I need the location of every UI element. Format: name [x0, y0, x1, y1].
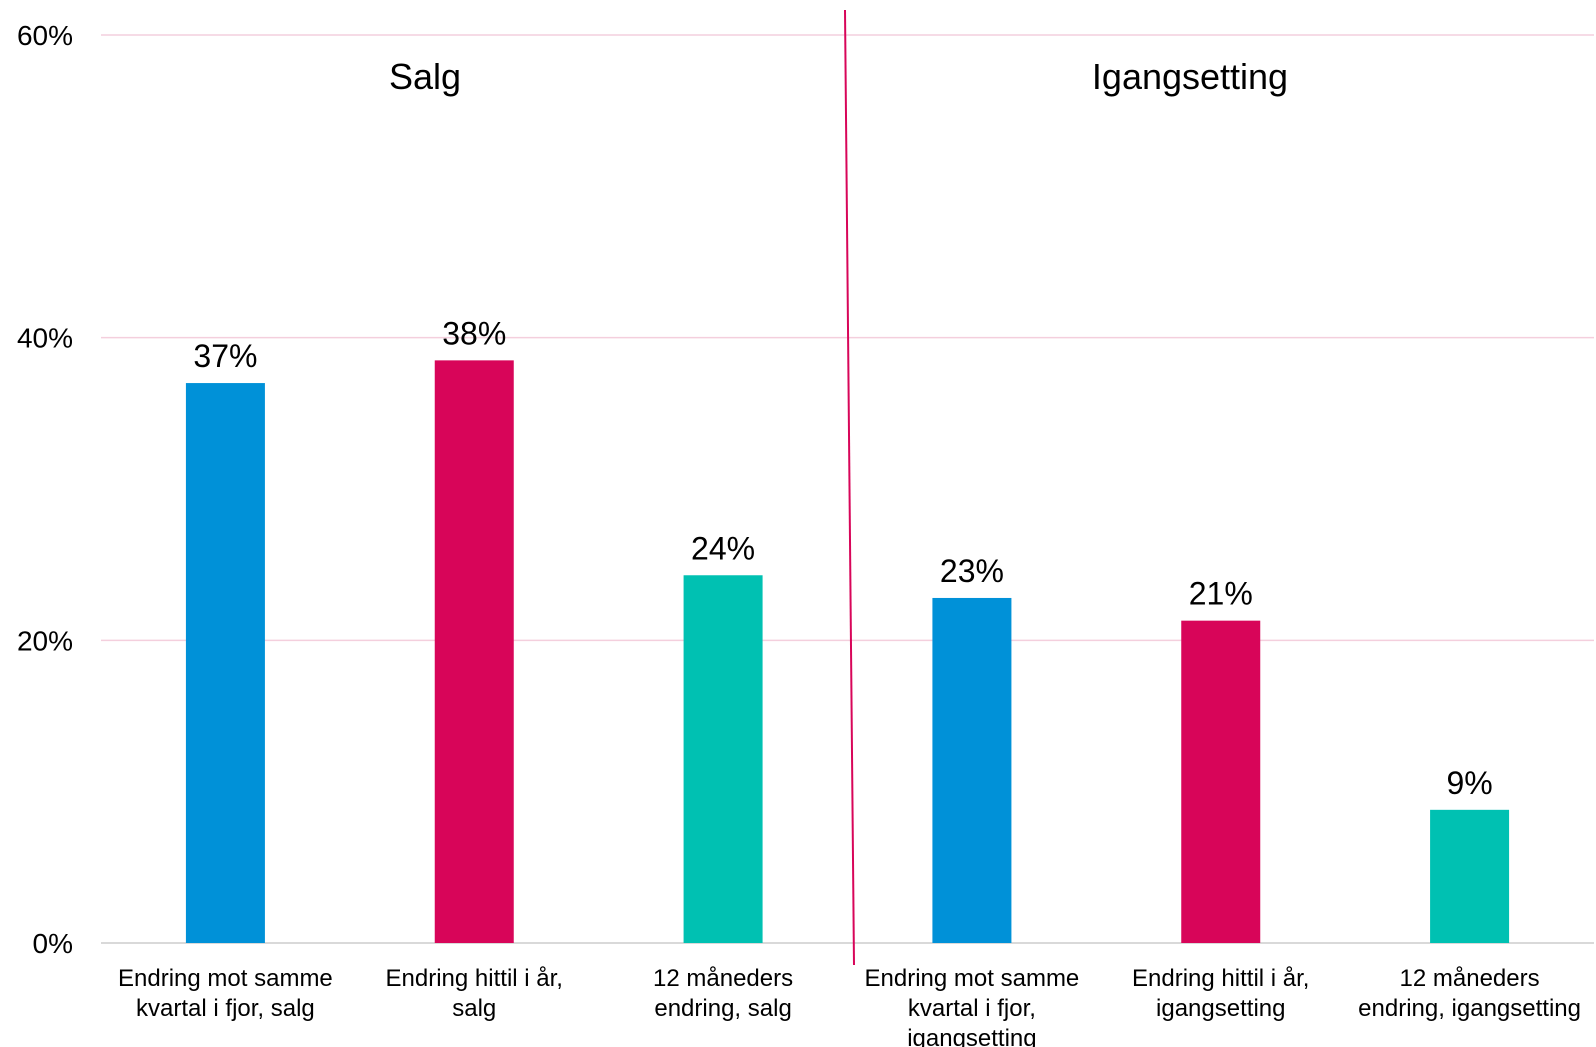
x-tick-label: Endring hittil i år, [1132, 965, 1309, 992]
x-tick-label: igangsetting [1156, 995, 1285, 1022]
bar [1430, 809, 1510, 943]
x-tick-label: kvartal i fjor, [908, 995, 1036, 1022]
bar [1181, 620, 1261, 943]
y-tick-label: 60% [17, 20, 73, 51]
data-label: 37% [193, 338, 257, 374]
data-label: 38% [442, 315, 506, 351]
y-tick-label: 20% [17, 625, 73, 656]
x-tick-label: 12 måneders [1400, 965, 1540, 992]
group-divider [844, 9, 855, 966]
y-axis-tick-labels: 0% 20% 40% 60% [17, 20, 73, 959]
value-labels: 37% 38% 24% 23% 21% 9% [193, 315, 1492, 800]
bar [683, 575, 763, 943]
bar [932, 597, 1012, 943]
bars [185, 360, 1510, 944]
data-label: 21% [1189, 576, 1253, 612]
x-tick-label: Endring mot samme [865, 965, 1080, 992]
x-axis-category-labels: Endring mot samme kvartal i fjor, salg End… [118, 965, 1581, 1047]
y-tick-label: 0% [33, 928, 73, 959]
y-tick-label: 40% [17, 323, 73, 354]
group-label-igangsetting: Igangsetting [1092, 56, 1288, 97]
data-label: 9% [1446, 765, 1492, 801]
x-tick-label: 12 måneders [653, 965, 793, 992]
x-tick-label: salg [452, 995, 496, 1022]
x-tick-label: endring, salg [654, 995, 791, 1022]
x-tick-label: Endring hittil i år, [386, 965, 563, 992]
x-tick-label: Endring mot samme [118, 965, 333, 992]
x-tick-label: igangsetting [907, 1025, 1036, 1047]
bar [185, 383, 265, 944]
data-label: 23% [940, 553, 1004, 589]
x-tick-label: endring, igangsetting [1358, 995, 1581, 1022]
data-label: 24% [691, 530, 755, 566]
group-label-salg: Salg [389, 56, 461, 97]
x-tick-label: kvartal i fjor, salg [136, 995, 315, 1022]
bar [434, 360, 514, 943]
